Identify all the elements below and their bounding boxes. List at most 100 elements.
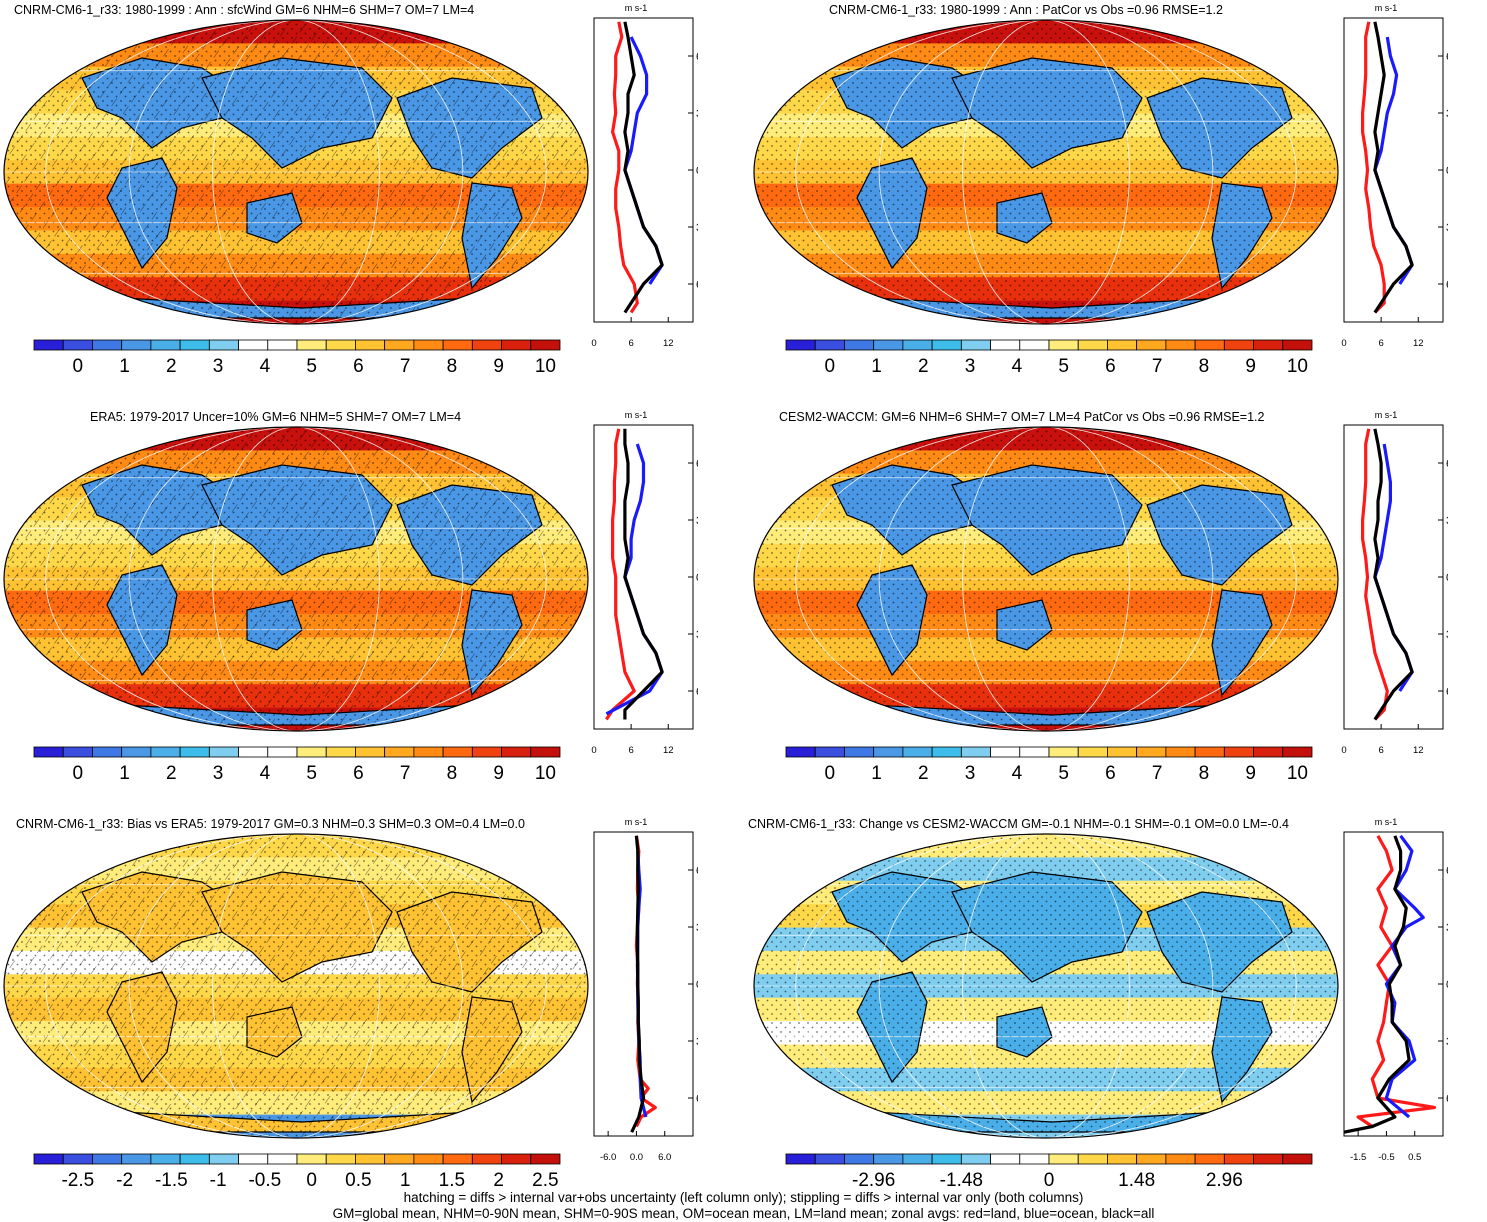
colorbar-label: 7 [1152, 356, 1163, 377]
colorbar-label: 1.5 [439, 1170, 465, 1191]
colorbar-swatch [1136, 746, 1167, 758]
colorbar-swatch [873, 1153, 904, 1165]
colorbar-swatch [33, 339, 64, 351]
colorbar-swatch [471, 746, 502, 758]
colorbar-label: -2 [116, 1170, 133, 1191]
colorbar-swatch [902, 1153, 933, 1165]
colorbar-label: 10 [1287, 356, 1308, 377]
colorbar-swatch [530, 1153, 561, 1165]
colorbar-swatch [501, 746, 532, 758]
colorbar-label: -2.96 [852, 1170, 895, 1191]
zonal-y-tick-label: 30N [696, 922, 698, 934]
zonal-x-tick-label: 12 [663, 745, 674, 756]
colorbar-swatch [814, 746, 845, 758]
colorbar-swatch [1223, 1153, 1254, 1165]
zonal-series-land [1361, 21, 1386, 314]
zonal-y-tick-label: 30N [1446, 108, 1448, 120]
colorbar-label: 7 [400, 356, 411, 377]
colorbar-label: 2 [493, 1170, 504, 1191]
zonal-y-tick-label: 60S [1446, 279, 1448, 291]
colorbar-swatch [873, 746, 904, 758]
zonal-series-all [1343, 835, 1411, 1134]
zonal-y-tick-label: 60S [1446, 1093, 1448, 1105]
colorbar-label: 0 [825, 763, 836, 784]
colorbar-swatch [413, 339, 444, 351]
colorbar-swatch [1253, 746, 1284, 758]
zonal-y-tick-label: 30N [696, 108, 698, 120]
colorbar-swatch [960, 746, 991, 758]
colorbar-swatch [121, 746, 152, 758]
zonal-x-tick-label: -1.5 [1350, 1152, 1366, 1163]
colorbar-swatch [1253, 339, 1284, 351]
zonal-y-tick-label: 60S [696, 686, 698, 698]
world-map [3, 833, 589, 1139]
colorbar-swatch [1136, 339, 1167, 351]
colorbar-swatch [1194, 1153, 1225, 1165]
colorbar-swatch [413, 746, 444, 758]
colorbar-label: 2 [918, 763, 929, 784]
zonal-series-all [1373, 21, 1414, 314]
colorbar-swatch [1223, 746, 1254, 758]
colorbar-swatch [384, 339, 415, 351]
colorbar-swatch [530, 339, 561, 351]
colorbar-swatch [92, 1153, 123, 1165]
colorbar-label: 10 [535, 356, 556, 377]
zonal-unit-label: m s-1 [1375, 3, 1398, 13]
colorbar-swatch [1253, 1153, 1284, 1165]
colorbar-swatch [960, 1153, 991, 1165]
colorbar-swatch [179, 746, 210, 758]
colorbar-label: 5 [306, 763, 317, 784]
colorbar-label: 3 [213, 356, 224, 377]
colorbar-swatch [1165, 1153, 1196, 1165]
colorbar-swatch [1223, 339, 1254, 351]
zonal-x-tick-label: -6.0 [600, 1152, 616, 1163]
colorbar-swatch [931, 1153, 962, 1165]
panel-title: CNRM-CM6-1_r33: 1980-1999 : Ann : PatCor… [829, 3, 1223, 17]
zonal-y-tick-label: 0 [696, 979, 698, 991]
colorbar-label: 0 [73, 356, 84, 377]
zonal-y-tick-label: 30N [1446, 922, 1448, 934]
colorbar-swatch [785, 339, 816, 351]
zonal-y-tick-label: 0 [1446, 572, 1448, 584]
colorbar-swatch [179, 339, 210, 351]
colorbar-swatch [814, 1153, 845, 1165]
zonal-x-tick-label: 12 [1413, 338, 1424, 349]
zonal-y-tick-label: 30N [696, 515, 698, 527]
colorbar-swatch [1019, 339, 1050, 351]
colorbar-swatch [990, 1153, 1021, 1165]
colorbar-swatch [990, 746, 1021, 758]
zonal-series-all [630, 835, 646, 1133]
colorbar-swatch [1048, 339, 1079, 351]
zonal-series-land [605, 428, 636, 721]
colorbar-swatch [501, 1153, 532, 1165]
zonal-y-tick-label: 60N [696, 865, 698, 877]
colorbar-swatch [296, 1153, 327, 1165]
colorbar-swatch [1107, 1153, 1138, 1165]
colorbar-swatch [267, 339, 298, 351]
zonal-y-tick-label: 30S [696, 222, 698, 234]
colorbar: -2.96 -1.48 0 1.48 2.96 [785, 1153, 1313, 1191]
colorbar-swatch [355, 746, 386, 758]
colorbar-swatch [442, 1153, 473, 1165]
colorbar-label: 1 [871, 356, 882, 377]
colorbar-label: 6 [353, 356, 364, 377]
colorbar-swatch [150, 746, 181, 758]
zonal-y-tick-label: 30S [1446, 629, 1448, 641]
zonal-series-all [623, 428, 664, 720]
zonal-x-tick-label: 0 [591, 338, 596, 349]
world-map [3, 426, 589, 732]
colorbar-label: 6 [353, 763, 364, 784]
colorbar-swatch [1282, 339, 1313, 351]
colorbar: 0 1 2 3 4 5 6 7 8 9 10 [33, 339, 561, 377]
colorbar-label: 2 [918, 356, 929, 377]
colorbar-label: 4 [260, 763, 271, 784]
colorbar-swatch [62, 1153, 93, 1165]
colorbar-swatch [413, 1153, 444, 1165]
colorbar-swatch [1077, 1153, 1108, 1165]
colorbar: 0 1 2 3 4 5 6 7 8 9 10 [33, 746, 561, 784]
world-map [753, 426, 1339, 732]
colorbar-swatch [471, 339, 502, 351]
zonal-x-tick-label: -0.5 [1378, 1152, 1394, 1163]
colorbar-label: 2 [166, 763, 177, 784]
colorbar-swatch [208, 746, 239, 758]
